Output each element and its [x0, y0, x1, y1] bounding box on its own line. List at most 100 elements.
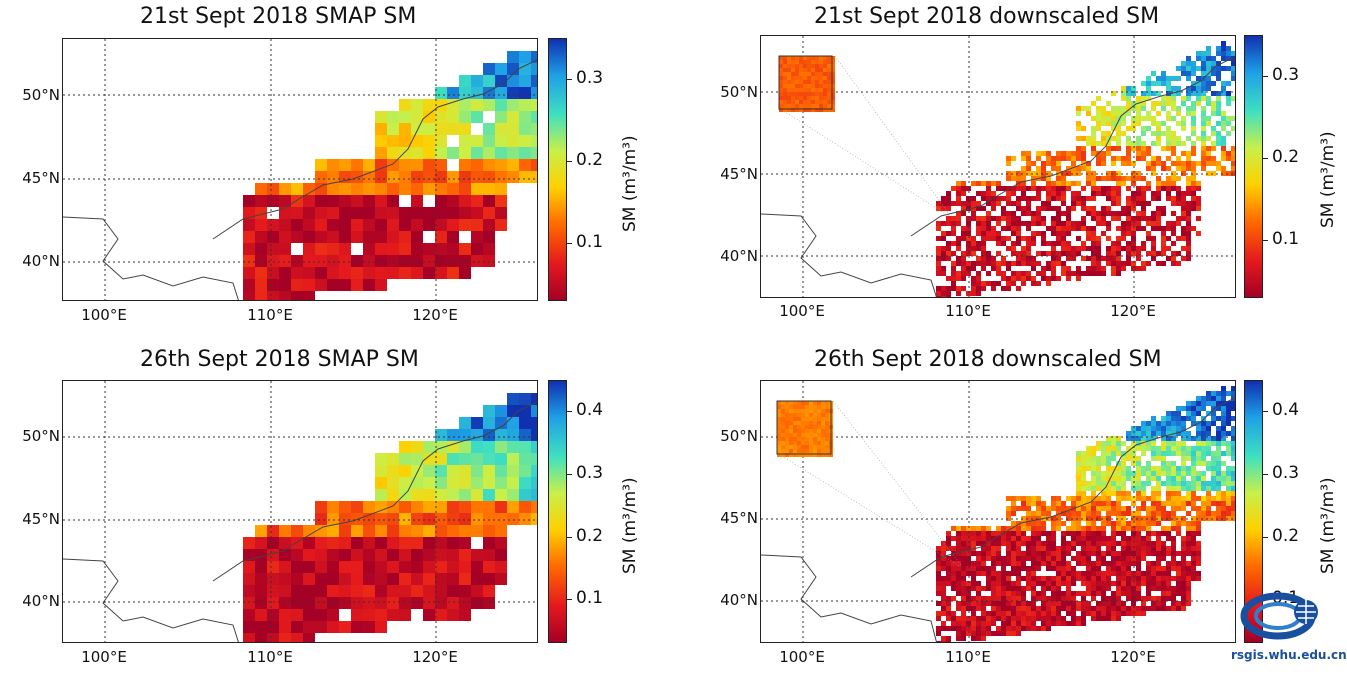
sm-cell [1106, 151, 1111, 156]
graticule [63, 39, 537, 300]
sm-cell [1131, 591, 1136, 596]
sm-cell [1086, 171, 1091, 176]
sm-cell [1106, 176, 1111, 181]
sm-cell [459, 183, 471, 195]
sm-cell [981, 546, 986, 551]
panel-title: 21st Sept 2018 SMAP SM [140, 4, 417, 29]
sm-cell [1011, 496, 1016, 501]
sm-cell [411, 477, 423, 489]
sm-cell [1071, 621, 1076, 626]
sm-cell [303, 609, 315, 621]
sm-cell [1166, 246, 1171, 251]
sm-cell [956, 566, 961, 571]
sm-cell [1186, 226, 1191, 231]
sm-cell [1141, 206, 1146, 211]
sm-cell [1141, 191, 1146, 196]
inset-cell [793, 405, 797, 409]
sm-cell [1021, 246, 1026, 251]
sm-cell [1026, 256, 1031, 261]
sm-cell [1021, 151, 1026, 156]
sm-cell [1191, 161, 1196, 166]
sm-cell [986, 616, 991, 621]
sm-cell [279, 231, 291, 243]
sm-cell [961, 631, 966, 636]
inset-cell [795, 92, 799, 96]
sm-cell [387, 171, 399, 183]
sm-cell [971, 251, 976, 256]
sm-cell [1096, 176, 1101, 181]
lat-label: 40°N [22, 252, 60, 270]
lat-label: 40°N [720, 591, 758, 609]
sm-cell [1006, 576, 1011, 581]
sm-cell [1171, 491, 1176, 496]
sm-cell [1191, 126, 1196, 131]
sm-cell [351, 585, 363, 597]
sm-cell [1106, 501, 1111, 506]
sm-cell [1201, 416, 1206, 421]
sm-cell [981, 601, 986, 606]
inset-cell [803, 64, 807, 68]
sm-cell [1051, 506, 1056, 511]
sm-cell [375, 501, 387, 513]
sm-cell [1066, 586, 1071, 591]
sm-cell [1211, 161, 1216, 166]
sm-cell [1146, 541, 1151, 546]
sm-cell [1011, 561, 1016, 566]
sm-cell [1131, 116, 1136, 121]
sm-cell [1071, 191, 1076, 196]
sm-cell [1156, 606, 1161, 611]
sm-cell [1126, 536, 1131, 541]
sm-cell [1161, 121, 1166, 126]
sm-cell [1006, 631, 1011, 636]
sm-cell [1136, 566, 1141, 571]
sm-cell [1226, 96, 1231, 101]
sm-cell [1186, 526, 1191, 531]
inset-cell [807, 72, 811, 76]
sm-cell [1146, 126, 1151, 131]
sm-cell [1071, 156, 1076, 161]
sm-cell [1121, 506, 1126, 511]
sm-cell [1081, 221, 1086, 226]
inset-cell [783, 72, 787, 76]
sm-cell [1191, 201, 1196, 206]
sm-cell [946, 221, 951, 226]
sm-cell [1201, 96, 1206, 101]
sm-cell [1106, 171, 1111, 176]
sm-cell [961, 261, 966, 266]
sm-cell [1006, 216, 1011, 221]
inset-cell [819, 56, 823, 60]
sm-cell [1166, 561, 1171, 566]
sm-cell [1126, 471, 1131, 476]
sm-cell [951, 226, 956, 231]
sm-cell [1011, 186, 1016, 191]
sm-cell [1201, 456, 1206, 461]
sm-cell [1191, 401, 1196, 406]
sm-cell [1161, 541, 1166, 546]
sm-cell [1221, 496, 1226, 501]
sm-cell [1031, 531, 1036, 536]
sm-cell [976, 226, 981, 231]
sm-cell [1106, 146, 1111, 151]
sm-cell [1121, 96, 1126, 101]
sm-cell [483, 219, 495, 231]
sm-cell [1181, 426, 1186, 431]
sm-cell [1116, 581, 1121, 586]
sm-cell [1101, 606, 1106, 611]
sm-cell [1086, 486, 1091, 491]
sm-cell [1036, 591, 1041, 596]
sm-cell [1161, 186, 1166, 191]
sm-cell [1106, 466, 1111, 471]
sm-cell [1116, 511, 1121, 516]
sm-cell [1161, 576, 1166, 581]
sm-cell [956, 216, 961, 221]
sm-cell [991, 536, 996, 541]
sm-cell [435, 453, 447, 465]
inset-cell [817, 429, 821, 433]
sm-cell [991, 236, 996, 241]
sm-cell [1066, 541, 1071, 546]
sm-cell [986, 186, 991, 191]
sm-cell [1171, 101, 1176, 106]
sm-cell [991, 576, 996, 581]
inset-cell [825, 413, 829, 417]
sm-cell [1151, 121, 1156, 126]
